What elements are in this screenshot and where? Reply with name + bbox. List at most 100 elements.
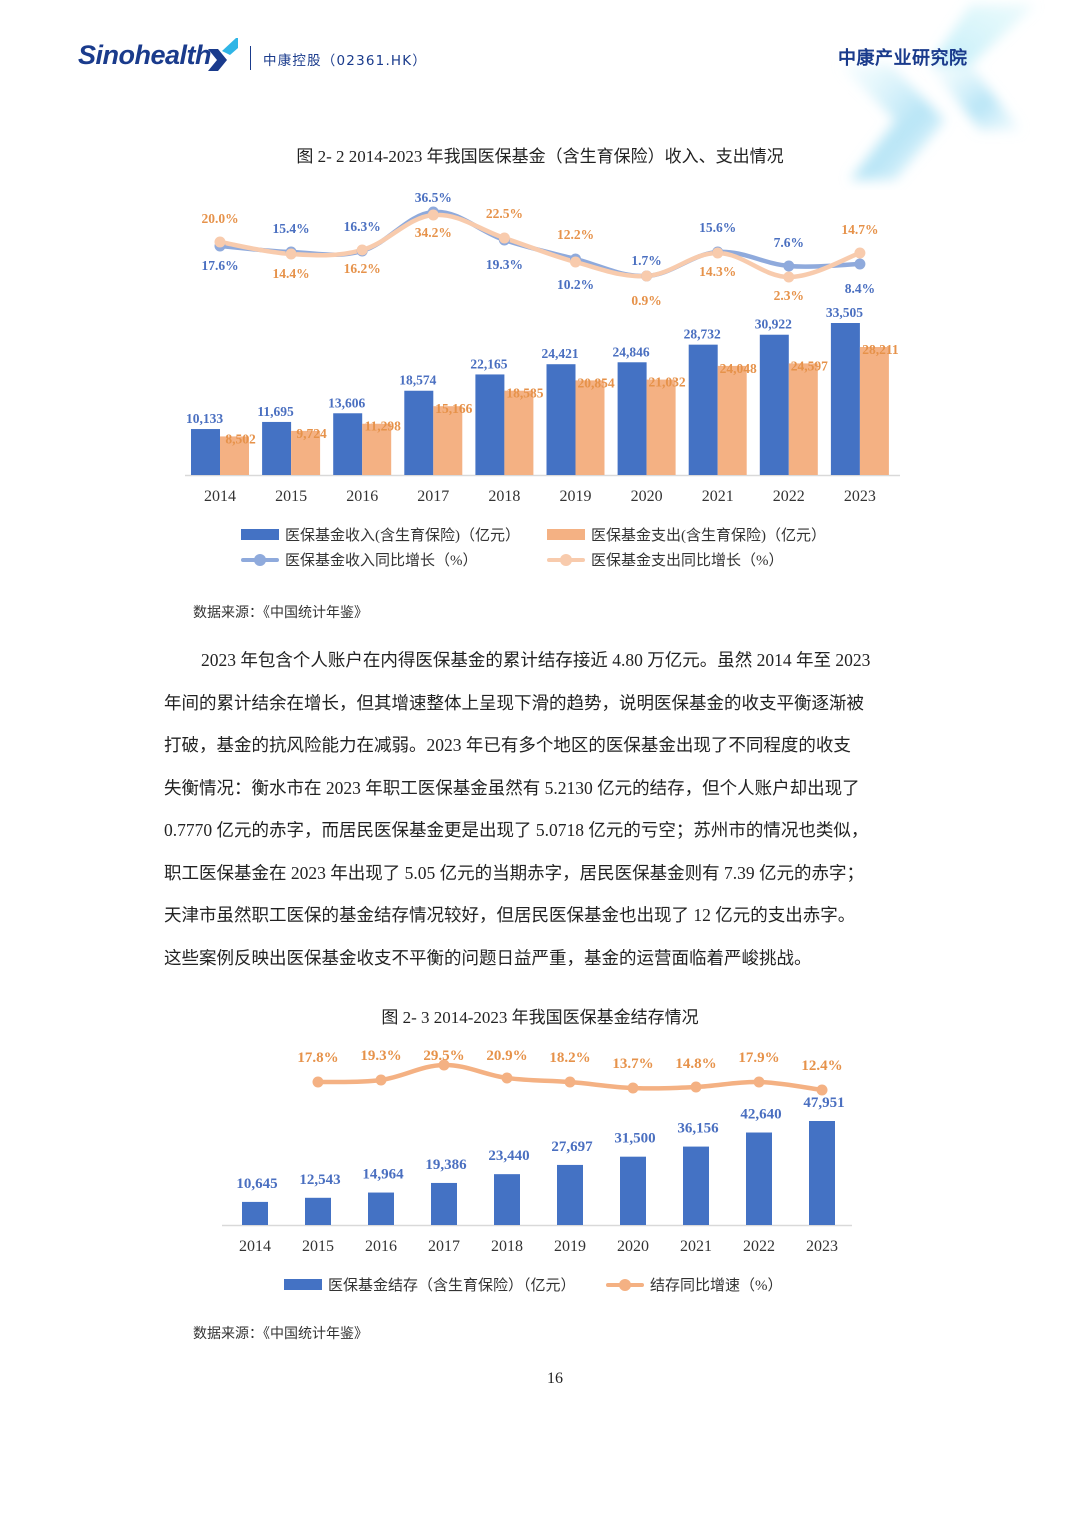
balance-value-label: 31,500 (614, 1131, 655, 1147)
paragraph-line: 打破，基金的抗风险能力在减弱。2023 年已有多个地区的医保基金出现了不同程度的… (164, 735, 851, 755)
legend-expense-growth-line-icon (547, 553, 585, 567)
balance-growth-label: 12.4% (801, 1058, 842, 1074)
x-tick-label: 2021 (702, 488, 734, 505)
expense-bar (504, 390, 534, 475)
balance-growth-marker (564, 1076, 576, 1088)
legend-balance-growth: 结存同比增速（%） (606, 1274, 783, 1295)
income-growth-label: 8.4% (845, 281, 875, 296)
expense-bar (575, 380, 605, 475)
header-divider (250, 46, 251, 70)
expense-bar (291, 430, 321, 475)
expense-bar (859, 347, 889, 475)
balance-growth-label: 18.2% (549, 1050, 590, 1066)
x-tick-label: 2014 (239, 1238, 271, 1255)
x-tick-label: 2019 (560, 488, 592, 505)
balance-growth-label: 13.7% (612, 1056, 653, 1072)
expense-growth-marker (356, 244, 368, 256)
x-tick-label: 2023 (806, 1238, 838, 1255)
legend-expense-growth-label: 医保基金支出同比增长（%） (591, 553, 784, 569)
income-growth-label: 16.3% (344, 219, 381, 234)
paragraph-line: 职工医保基金在 2023 年出现了 5.05 亿元的当期赤字，居民医保基金则有 … (164, 862, 864, 883)
expense-bar (717, 365, 747, 475)
income-growth-label: 19.3% (486, 257, 523, 272)
income-bar (546, 364, 576, 475)
balance-value-label: 14,964 (362, 1167, 404, 1183)
x-tick-label: 2022 (743, 1238, 775, 1255)
balance-bar (305, 1197, 331, 1225)
income-bar (333, 413, 363, 475)
expense-value-label: 24,048 (720, 361, 757, 376)
paragraph-line: 年间的累计结余在增长，但其增速整体上呈现下滑的趋势，说明医保基金的收支平衡逐渐被 (164, 692, 864, 713)
expense-growth-label: 14.4% (273, 266, 310, 281)
balance-growth-marker (438, 1059, 450, 1071)
balance-bar (557, 1164, 583, 1225)
expense-growth-label: 20.0% (201, 211, 238, 226)
expense-growth-marker (570, 256, 581, 268)
balance-growth-label: 19.3% (360, 1048, 401, 1064)
expense-growth-line (217, 212, 863, 280)
paragraph-line: 0.7770 亿元的赤字，而居民医保基金更是出现了 5.0718 亿元的亏空；苏… (164, 820, 869, 840)
balance-growth-marker (753, 1076, 765, 1088)
logo-chevron-icon (208, 38, 240, 77)
balance-value-label: 27,697 (551, 1139, 593, 1155)
income-value-label: 10,133 (186, 411, 223, 426)
balance-value-label: 47,951 (803, 1095, 844, 1111)
income-bar (262, 421, 292, 475)
x-tick-label: 2022 (773, 488, 805, 505)
income-growth-marker (854, 258, 866, 270)
expense-growth-marker (214, 236, 226, 248)
income-growth-label: 15.6% (699, 220, 736, 235)
body-paragraph: 2023 年包含个人账户在内得医保基金的累计结存接近 4.80 万亿元。虽然 2… (164, 639, 916, 979)
balance-growth-marker (690, 1081, 702, 1093)
balance-growth-marker (501, 1072, 513, 1084)
x-tick-label: 2017 (428, 1238, 460, 1255)
expense-value-label: 24,597 (791, 358, 828, 373)
expense-value-label: 8,502 (225, 431, 256, 446)
income-growth-label: 10.2% (557, 277, 594, 292)
legend-expense: 医保基金支出(含生育保险)（亿元） (547, 524, 826, 545)
expense-bar (788, 363, 818, 475)
expense-growth-label: 12.2% (557, 227, 594, 242)
income-value-label: 18,574 (399, 373, 436, 388)
figure1-chart: 10,133 8,502 2014 11,695 9,724 2015 13,606 11,2… (0, 0, 1080, 520)
header-decoration (820, 0, 1080, 190)
legend-expense-growth: 医保基金支出同比增长（%） (547, 549, 784, 570)
legend-income-growth: 医保基金收入同比增长（%） (241, 549, 478, 570)
x-tick-label: 2014 (204, 488, 236, 505)
income-value-label: 24,421 (541, 346, 578, 361)
x-tick-label: 2017 (417, 488, 449, 505)
balance-bar (809, 1121, 835, 1225)
balance-value-label: 10,645 (236, 1176, 277, 1192)
income-value-label: 24,846 (613, 344, 650, 359)
x-tick-label: 2020 (617, 1238, 649, 1255)
figure1-source: 数据来源：《中国统计年鉴》 (193, 606, 368, 621)
balance-bar (620, 1156, 646, 1225)
balance-growth-label: 20.9% (486, 1048, 527, 1064)
expense-growth-label: 0.9% (631, 293, 661, 308)
income-growth-label: 1.7% (631, 253, 661, 268)
institute-name: 中康产业研究院 (838, 48, 968, 69)
expense-growth-marker (854, 247, 866, 259)
income-value-label: 30,922 (755, 317, 792, 332)
sinohealth-logo: Sinohealth (78, 40, 212, 70)
expense-bar (362, 423, 392, 475)
legend-balance-growth-line-icon (606, 1278, 644, 1292)
legend-income: 医保基金收入(含生育保险)（亿元） (241, 524, 520, 545)
balance-value-label: 12,543 (299, 1172, 340, 1188)
expense-bar (433, 406, 463, 475)
income-value-label: 22,165 (470, 356, 507, 371)
balance-growth-label: 29.5% (423, 1048, 464, 1064)
legend-income-growth-line-icon (241, 553, 279, 567)
legend-balance-swatch (284, 1279, 322, 1290)
page-number: 16 (547, 1370, 563, 1387)
income-bar (191, 429, 220, 475)
paragraph-line: 2023 年包含个人账户在内得医保基金的累计结存接近 4.80 万亿元。虽然 2… (201, 650, 871, 670)
balance-growth-label: 14.8% (675, 1056, 716, 1072)
legend-balance-growth-label: 结存同比增速（%） (650, 1278, 783, 1294)
income-bar (830, 323, 860, 475)
expense-bar (646, 379, 676, 475)
income-value-label: 13,606 (328, 395, 365, 410)
balance-growth-marker (312, 1076, 324, 1088)
legend-income-swatch (241, 529, 279, 540)
balance-value-label: 19,386 (425, 1157, 467, 1173)
